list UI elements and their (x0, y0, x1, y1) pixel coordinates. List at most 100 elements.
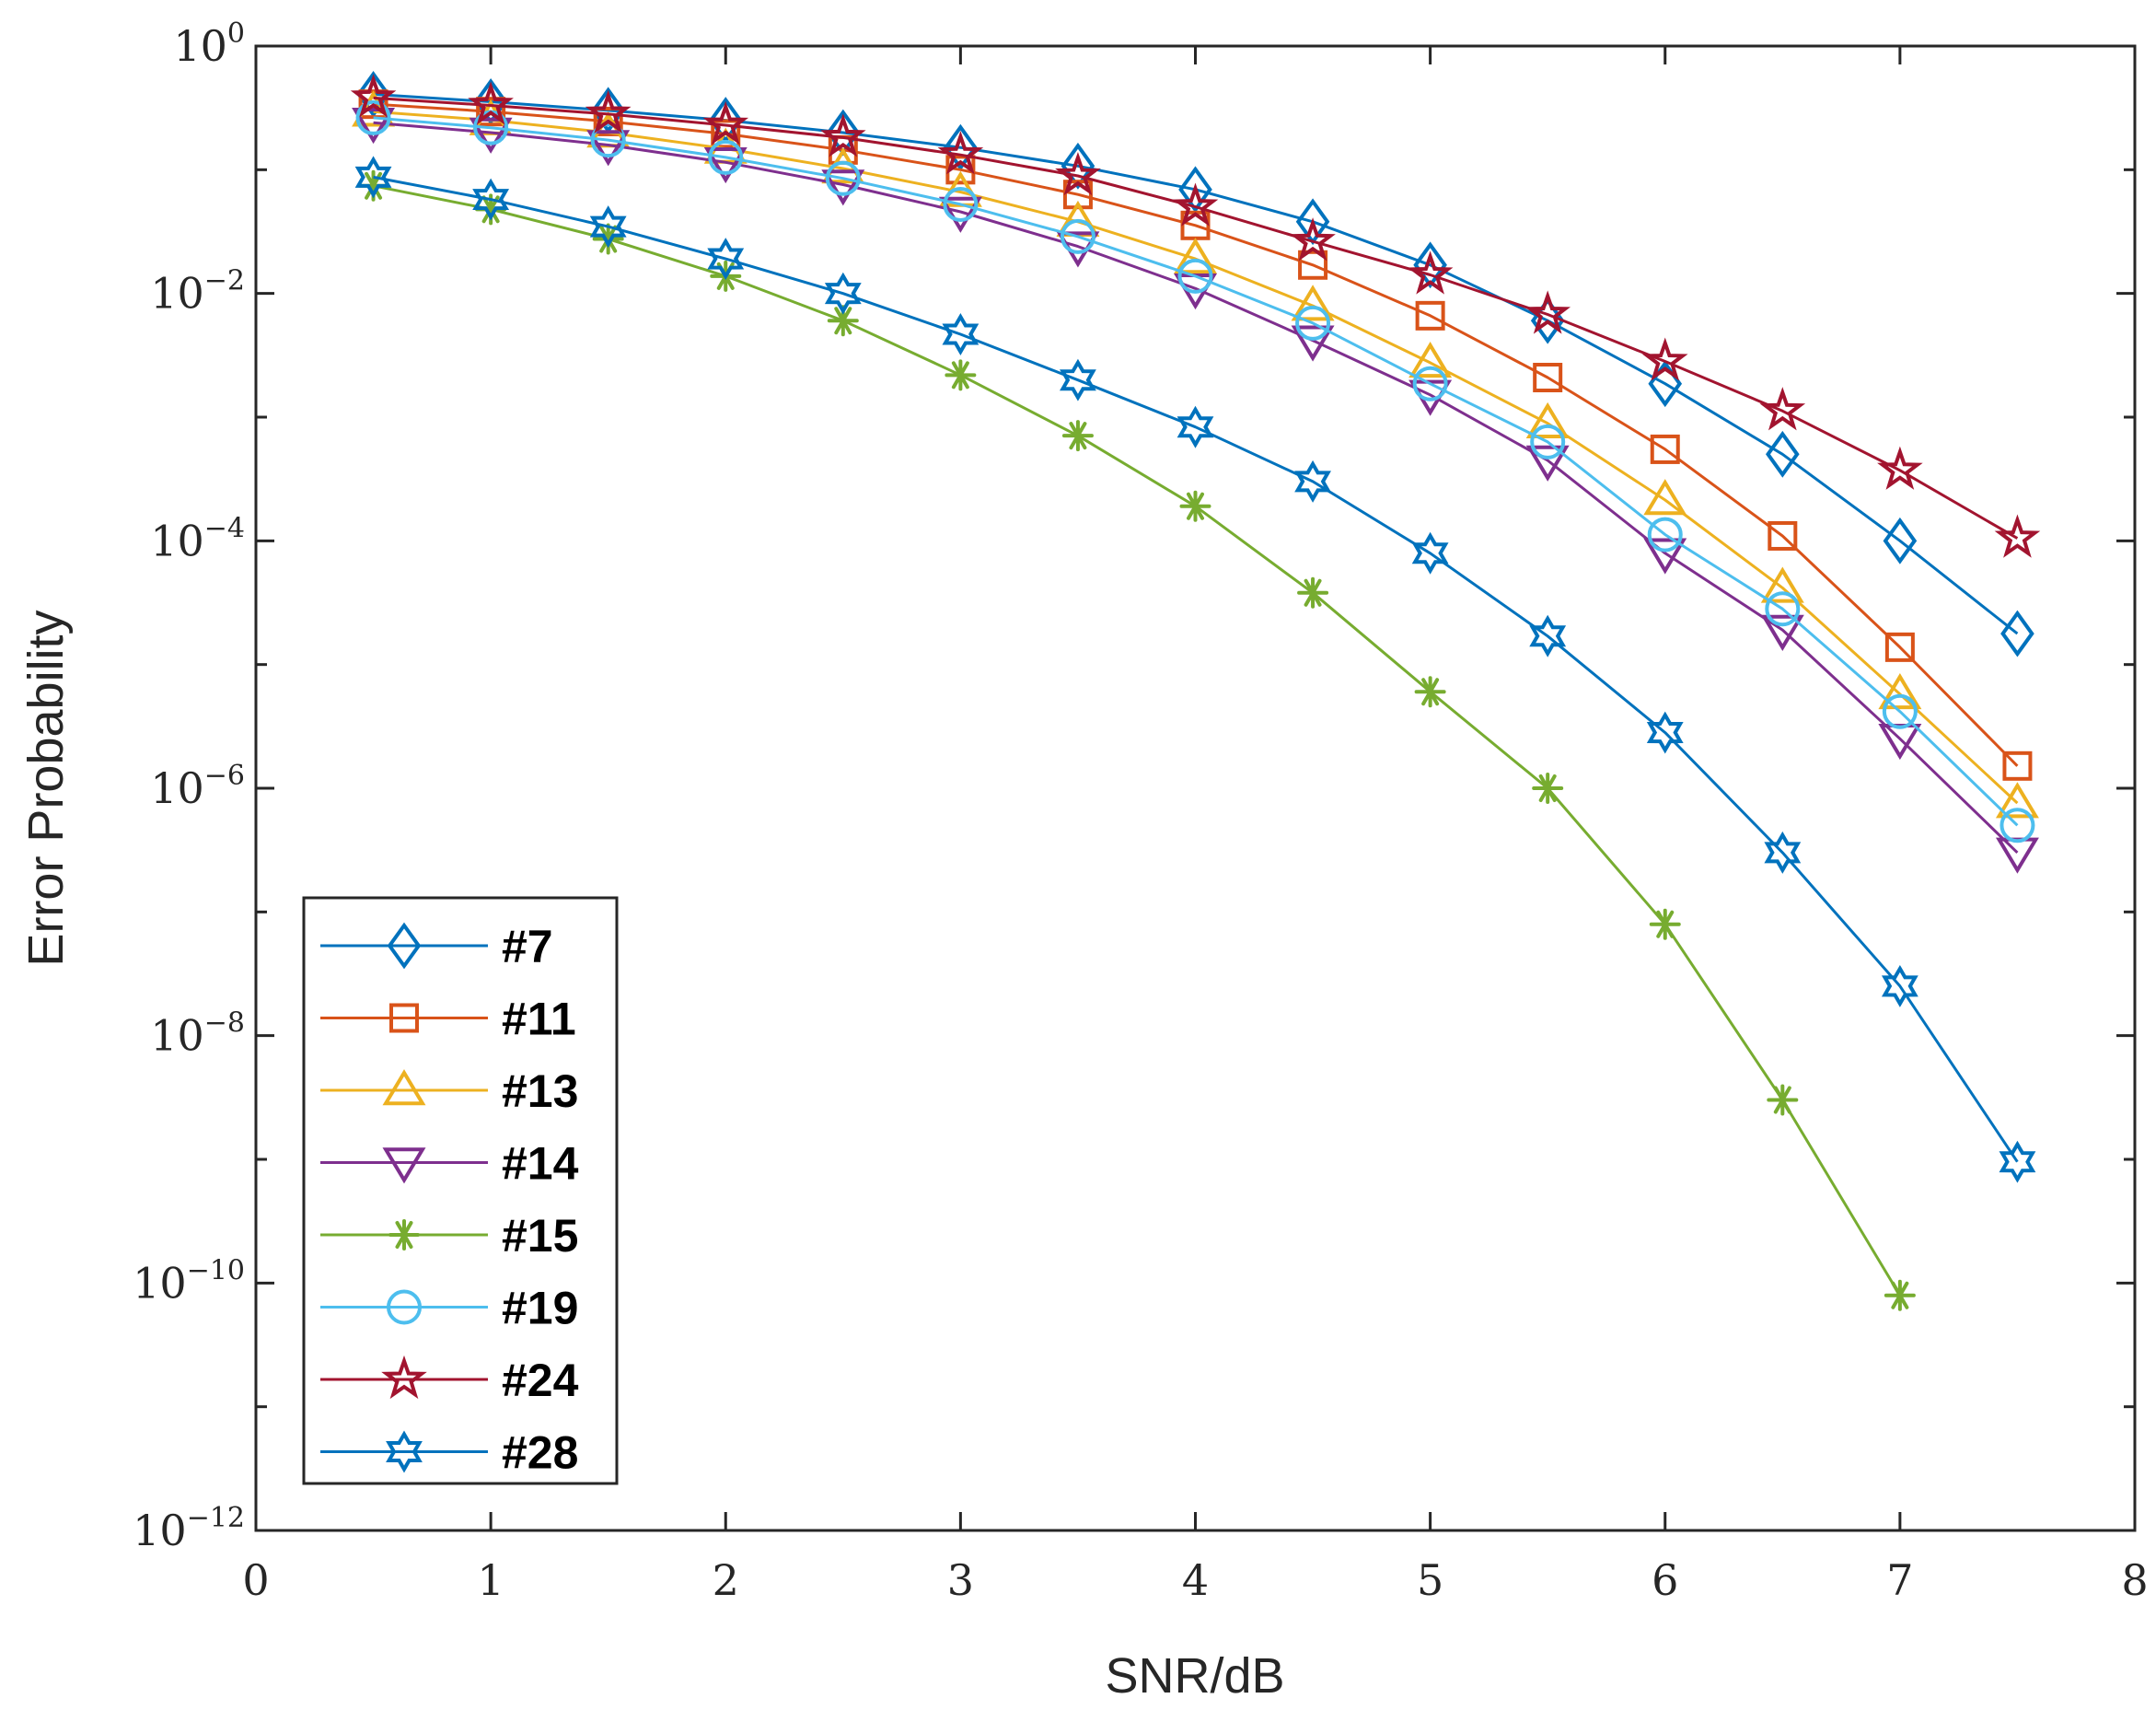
legend-marker (387, 922, 422, 970)
x-tick-label: 1 (477, 1555, 504, 1605)
y-tick-exponent: −4 (204, 512, 245, 544)
data-point (476, 97, 506, 127)
data-point (1414, 676, 1446, 708)
data-point (1650, 434, 1680, 464)
legend-marker (382, 1147, 426, 1184)
data-point (943, 186, 979, 222)
series-line (373, 102, 2019, 767)
y-tick-base: 10 (150, 763, 204, 813)
data-point (1764, 831, 1802, 874)
data-point (469, 117, 513, 154)
data-point (1883, 517, 1918, 564)
legend-label: #15 (502, 1210, 578, 1262)
y-tick-exponent: 0 (227, 17, 245, 50)
data-point (825, 160, 861, 196)
data-point (1530, 424, 1566, 459)
data-point (1178, 166, 1212, 214)
data-point (350, 74, 397, 118)
data-point (2000, 808, 2035, 843)
data-point (1995, 782, 2039, 819)
y-tick-base: 10 (150, 1011, 204, 1061)
y-tick-exponent: −8 (204, 1007, 245, 1040)
data-point (352, 108, 396, 145)
y-tick-label: 100 (173, 17, 245, 71)
x-axis-title: SNR/dB (1105, 1648, 1284, 1704)
data-point (711, 119, 741, 149)
series-line (373, 121, 2019, 854)
data-point (1060, 218, 1095, 254)
y-tick-exponent: −2 (204, 265, 245, 297)
legend-label: #7 (502, 921, 553, 972)
data-point (1061, 142, 1095, 190)
data-point (1291, 285, 1335, 321)
series-line (373, 116, 2019, 827)
data-point (938, 196, 982, 233)
data-point (1882, 693, 1918, 729)
data-point (1177, 405, 1214, 448)
legend-marker (382, 1069, 426, 1106)
data-point (708, 139, 744, 175)
data-point (1999, 1140, 2036, 1183)
legend-marker (389, 1003, 419, 1033)
legend-label: #13 (502, 1065, 578, 1117)
x-tick-label: 7 (1886, 1555, 1913, 1605)
series-line (373, 184, 1902, 1297)
data-point (702, 100, 749, 145)
legend: #7 #11 #13 #14 #15 #19 #24 #28 (302, 896, 619, 1485)
y-tick-base: 10 (133, 1506, 187, 1555)
data-point (2000, 610, 2034, 657)
data-point (592, 223, 624, 255)
data-point (942, 313, 979, 355)
data-point (1294, 459, 1331, 503)
legend-label: #19 (502, 1283, 578, 1334)
y-tick-label: 10−4 (150, 512, 245, 565)
legend-item: #11 (320, 994, 576, 1045)
data-point (1532, 773, 1564, 804)
data-point (1760, 566, 1804, 603)
data-point (1881, 964, 1918, 1007)
data-point (1525, 445, 1570, 482)
data-point (355, 99, 391, 135)
legend-label: #24 (502, 1355, 579, 1406)
x-tick-label: 8 (2121, 1555, 2148, 1605)
data-point (1290, 217, 1336, 262)
y-tick-label: 10−6 (150, 760, 245, 813)
data-point (820, 113, 866, 157)
x-tick-label: 4 (1182, 1555, 1209, 1605)
data-point (589, 205, 627, 249)
data-point (357, 169, 389, 202)
y-tick-exponent: −6 (204, 760, 245, 792)
y-tick-label: 10−8 (150, 1007, 245, 1061)
data-point (586, 130, 631, 167)
x-tick-label: 5 (1417, 1555, 1443, 1605)
y-tick-exponent: −12 (187, 1502, 245, 1534)
y-tick-base: 10 (150, 516, 204, 565)
data-point (354, 156, 392, 199)
data-point (1061, 420, 1094, 452)
data-point (1407, 250, 1454, 295)
data-point (945, 155, 976, 185)
y-tick-label: 10−12 (133, 1502, 245, 1555)
legend-box (302, 896, 619, 1485)
y-tick-label: 10−2 (150, 265, 245, 319)
y-tick-base: 10 (133, 1258, 187, 1308)
y-tick-base: 10 (150, 269, 204, 319)
data-point (707, 238, 745, 281)
series-line (373, 175, 2019, 1163)
data-point (827, 305, 859, 337)
legend-label: #11 (502, 994, 576, 1045)
x-tick-label: 6 (1652, 1555, 1678, 1605)
data-point (1172, 182, 1219, 227)
data-point (593, 106, 623, 136)
y-tick-exponent: −10 (187, 1254, 245, 1286)
data-point (356, 70, 390, 118)
data-point (472, 178, 510, 221)
legend-item: #19 (320, 1283, 578, 1334)
legend-item: #14 (320, 1138, 579, 1190)
data-point (1179, 490, 1211, 522)
data-point (1760, 614, 1804, 651)
y-axis-title: Error Probability (18, 610, 74, 966)
legend-item: #24 (320, 1355, 579, 1406)
legend-item: #28 (320, 1427, 578, 1479)
